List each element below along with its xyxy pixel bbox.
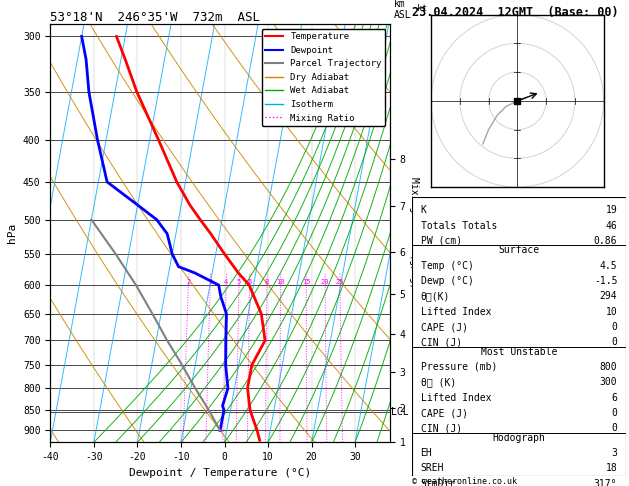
Text: 8: 8 xyxy=(265,279,269,285)
Text: CIN (J): CIN (J) xyxy=(421,337,462,347)
Text: 6: 6 xyxy=(611,393,617,403)
Text: Surface: Surface xyxy=(498,245,540,255)
Text: StmDir: StmDir xyxy=(421,479,456,486)
Text: 4.5: 4.5 xyxy=(599,260,617,271)
Y-axis label: Mixing Ratio (g/kg): Mixing Ratio (g/kg) xyxy=(409,177,420,289)
Text: PW (cm): PW (cm) xyxy=(421,236,462,246)
Text: 0.86: 0.86 xyxy=(594,236,617,246)
Text: 317°: 317° xyxy=(594,479,617,486)
Text: 23.04.2024  12GMT  (Base: 00): 23.04.2024 12GMT (Base: 00) xyxy=(412,5,618,18)
Text: 4: 4 xyxy=(224,279,228,285)
Text: SREH: SREH xyxy=(421,464,444,473)
Text: CAPE (J): CAPE (J) xyxy=(421,408,467,418)
Text: 0: 0 xyxy=(611,423,617,434)
Text: Lifted Index: Lifted Index xyxy=(421,393,491,403)
Text: kt: kt xyxy=(417,4,427,13)
Text: 6: 6 xyxy=(248,279,252,285)
Text: 10: 10 xyxy=(276,279,285,285)
Y-axis label: hPa: hPa xyxy=(8,223,18,243)
Text: 15: 15 xyxy=(302,279,311,285)
Text: 20: 20 xyxy=(321,279,330,285)
Text: 3: 3 xyxy=(611,448,617,458)
Text: 0: 0 xyxy=(611,408,617,418)
Text: Totals Totals: Totals Totals xyxy=(421,221,497,230)
Text: Temp (°C): Temp (°C) xyxy=(421,260,474,271)
Text: CAPE (J): CAPE (J) xyxy=(421,322,467,332)
Text: 19: 19 xyxy=(606,205,617,215)
Text: 0: 0 xyxy=(611,322,617,332)
Text: θᴄ(K): θᴄ(K) xyxy=(421,291,450,301)
Text: θᴄ (K): θᴄ (K) xyxy=(421,377,456,387)
Text: Dewp (°C): Dewp (°C) xyxy=(421,276,474,286)
Text: 10: 10 xyxy=(606,307,617,317)
Text: K: K xyxy=(421,205,426,215)
Text: LCL: LCL xyxy=(391,407,409,417)
Text: EH: EH xyxy=(421,448,432,458)
Text: Lifted Index: Lifted Index xyxy=(421,307,491,317)
Text: 53°18'N  246°35'W  732m  ASL: 53°18'N 246°35'W 732m ASL xyxy=(50,11,260,24)
Text: 18: 18 xyxy=(606,464,617,473)
Text: 5: 5 xyxy=(237,279,241,285)
Text: 2: 2 xyxy=(186,279,191,285)
Text: -1.5: -1.5 xyxy=(594,276,617,286)
Text: 3: 3 xyxy=(208,279,213,285)
Text: 25: 25 xyxy=(336,279,344,285)
Legend: Temperature, Dewpoint, Parcel Trajectory, Dry Adiabat, Wet Adiabat, Isotherm, Mi: Temperature, Dewpoint, Parcel Trajectory… xyxy=(262,29,386,126)
Text: 46: 46 xyxy=(606,221,617,230)
X-axis label: Dewpoint / Temperature (°C): Dewpoint / Temperature (°C) xyxy=(129,468,311,478)
Text: Hodograph: Hodograph xyxy=(493,433,545,443)
Text: 800: 800 xyxy=(599,362,617,372)
Text: 294: 294 xyxy=(599,291,617,301)
Text: Most Unstable: Most Unstable xyxy=(481,347,557,357)
FancyBboxPatch shape xyxy=(412,197,626,476)
Text: © weatheronline.co.uk: © weatheronline.co.uk xyxy=(412,477,517,486)
Text: CIN (J): CIN (J) xyxy=(421,423,462,434)
Text: km
ASL: km ASL xyxy=(393,0,411,20)
Text: Pressure (mb): Pressure (mb) xyxy=(421,362,497,372)
Text: 300: 300 xyxy=(599,377,617,387)
Text: 0: 0 xyxy=(611,337,617,347)
